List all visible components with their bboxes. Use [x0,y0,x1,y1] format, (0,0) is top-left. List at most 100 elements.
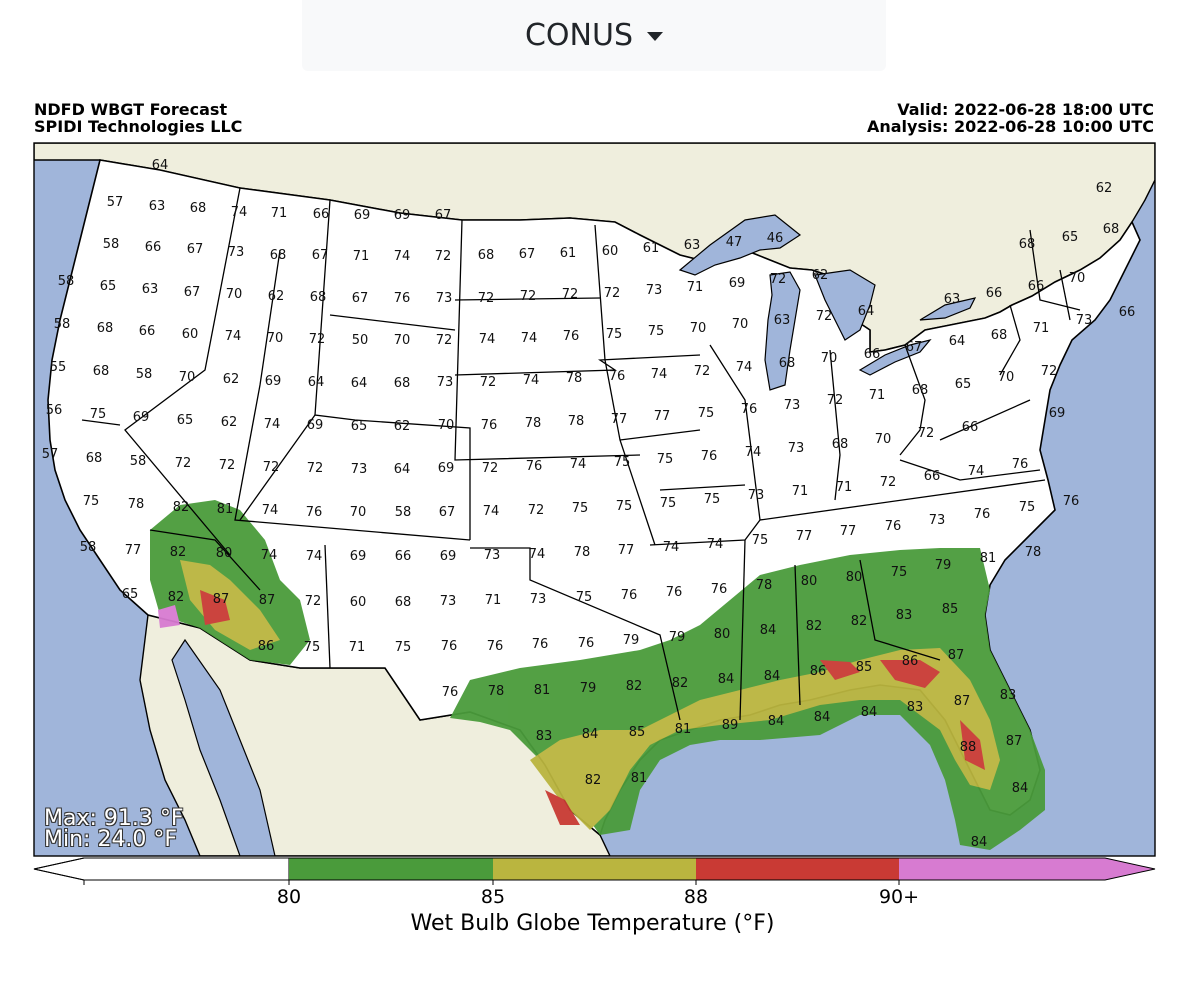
wbgt-value-label: 68 [395,595,412,610]
wbgt-value-label: 68 [270,248,287,263]
wbgt-value-label: 84 [764,669,781,684]
wbgt-value-label: 74 [264,417,281,432]
wbgt-value-label: 62 [268,289,285,304]
wbgt-value-label: 81 [534,683,551,698]
wbgt-value-label: 86 [902,654,919,669]
wbgt-value-label: 72 [309,332,326,347]
caret-down-icon [647,32,663,41]
wbgt-value-label: 79 [669,630,686,645]
wbgt-value-label: 68 [310,290,327,305]
wbgt-value-label: 66 [986,286,1003,301]
wbgt-value-label: 75 [614,455,631,470]
wbgt-value-label: 66 [313,207,330,222]
wbgt-value-label: 72 [435,249,452,264]
wbgt-value-label: 63 [774,313,791,328]
analysis-time: Analysis: 2022-06-28 10:00 UTC [866,117,1154,136]
lake-erie [858,338,932,376]
wbgt-value-label: 76 [711,582,728,597]
colorbar-tick-90plus: 90+ [878,886,920,908]
wbgt-value-label: 67 [187,242,204,257]
wbgt-value-label: 64 [394,462,411,477]
wbgt-value-label: 81 [631,771,648,786]
colorbar-tick-85: 85 [480,886,506,908]
wbgt-value-label: 69 [729,276,746,291]
wbgt-value-label: 73 [646,283,663,298]
wbgt-value-label: 88 [960,740,977,755]
wbgt-value-label: 87 [259,593,276,608]
wbgt-value-label: 69 [354,208,371,223]
wbgt-value-label: 71 [271,206,288,221]
wbgt-value-label: 74 [231,205,248,220]
wbgt-value-label: 74 [394,249,411,264]
map-title: NDFD WBGT Forecast [34,100,228,119]
wbgt-value-label: 71 [836,480,853,495]
state-borders [81,187,1081,721]
wbgt-value-label: 82 [672,676,689,691]
wbgt-value-label: 68 [832,437,849,452]
wbgt-value-label: 58 [103,237,120,252]
wbgt-value-label: 77 [796,529,813,544]
map-header-left: NDFD WBGT Forecast SPIDI Technologies LL… [34,101,242,135]
wbgt-value-label: 75 [90,407,107,422]
wbgt-value-label: 69 [307,418,324,433]
colorbar-tick-80: 80 [276,886,302,908]
wbgt-value-label: 87 [213,592,230,607]
value-labels: 64 57 63 68 74 71 66 69 69 67 58 66 67 73 68 67 71 74 72 68… [42,158,1136,850]
wbgt-value-label: 87 [1006,734,1023,749]
region-selector[interactable]: CONUS [302,0,886,71]
wbgt-value-label: 80 [801,574,818,589]
wbgt-value-label: 82 [173,500,190,515]
wbgt-value-label: 69 [133,410,150,425]
wbgt-value-label: 74 [225,329,242,344]
wbgt-value-label: 70 [732,317,749,332]
wbgt-value-label: 72 [480,375,497,390]
wbgt-value-label: 75 [395,640,412,655]
wbgt-value-label: 65 [955,377,972,392]
wbgt-value-label: 72 [827,393,844,408]
wbgt-value-label: 78 [525,416,542,431]
wbgt-value-label: 68 [1019,237,1036,252]
wbgt-value-label: 72 [307,461,324,476]
wbgt-value-label: 74 [663,540,680,555]
wbgt-value-label: 64 [351,376,368,391]
wbgt-value-label: 74 [521,331,538,346]
wbgt-value-label: 73 [440,594,457,609]
wbgt-value-label: 75 [572,501,589,516]
wbgt-value-label: 74 [570,457,587,472]
wbgt-value-label: 72 [520,289,537,304]
wbgt-value-label: 65 [100,279,117,294]
wbgt-value-label: 69 [438,461,455,476]
wbgt-value-label: 66 [962,420,979,435]
wbgt-value-label: 74 [306,549,323,564]
wbgt-value-label: 78 [488,684,505,699]
wbgt-value-label: 76 [441,639,458,654]
wbgt-value-label: 71 [792,484,809,499]
wbgt-value-label: 85 [856,660,873,675]
wbgt-value-label: 81 [217,502,234,517]
wbgt-value-label: 76 [609,369,626,384]
wbgt-value-label: 58 [80,540,97,555]
wbgt-value-label: 76 [487,639,504,654]
colorbar-band-80-85 [289,858,493,880]
wbgt-value-label: 62 [394,419,411,434]
wbgt-value-label: 57 [107,195,124,210]
wbgt-value-label: 73 [484,548,501,563]
map-header-right: Valid: 2022-06-28 18:00 UTC Analysis: 20… [867,101,1154,135]
wbgt-value-label: 58 [136,367,153,382]
wbgt-value-label: 79 [580,681,597,696]
wbgt-value-label: 75 [83,494,100,509]
map-frame [33,142,1156,857]
wbgt-value-label: 74 [707,537,724,552]
wbgt-value-label: 75 [304,640,321,655]
wbgt-value-label: 60 [350,595,367,610]
wbgt-value-label: 75 [606,327,623,342]
wbgt-value-label: 82 [851,614,868,629]
wbgt-value-label: 75 [657,452,674,467]
wbgt-value-label: 57 [42,447,59,462]
wbgt-value-label: 80 [714,627,731,642]
min-value: Min: 24.0 °F [44,827,178,852]
wbgt-value-label: 67 [312,248,329,263]
wbgt-value-label: 70 [690,321,707,336]
wbgt-value-label: 71 [1033,321,1050,336]
wbgt-value-label: 76 [885,519,902,534]
